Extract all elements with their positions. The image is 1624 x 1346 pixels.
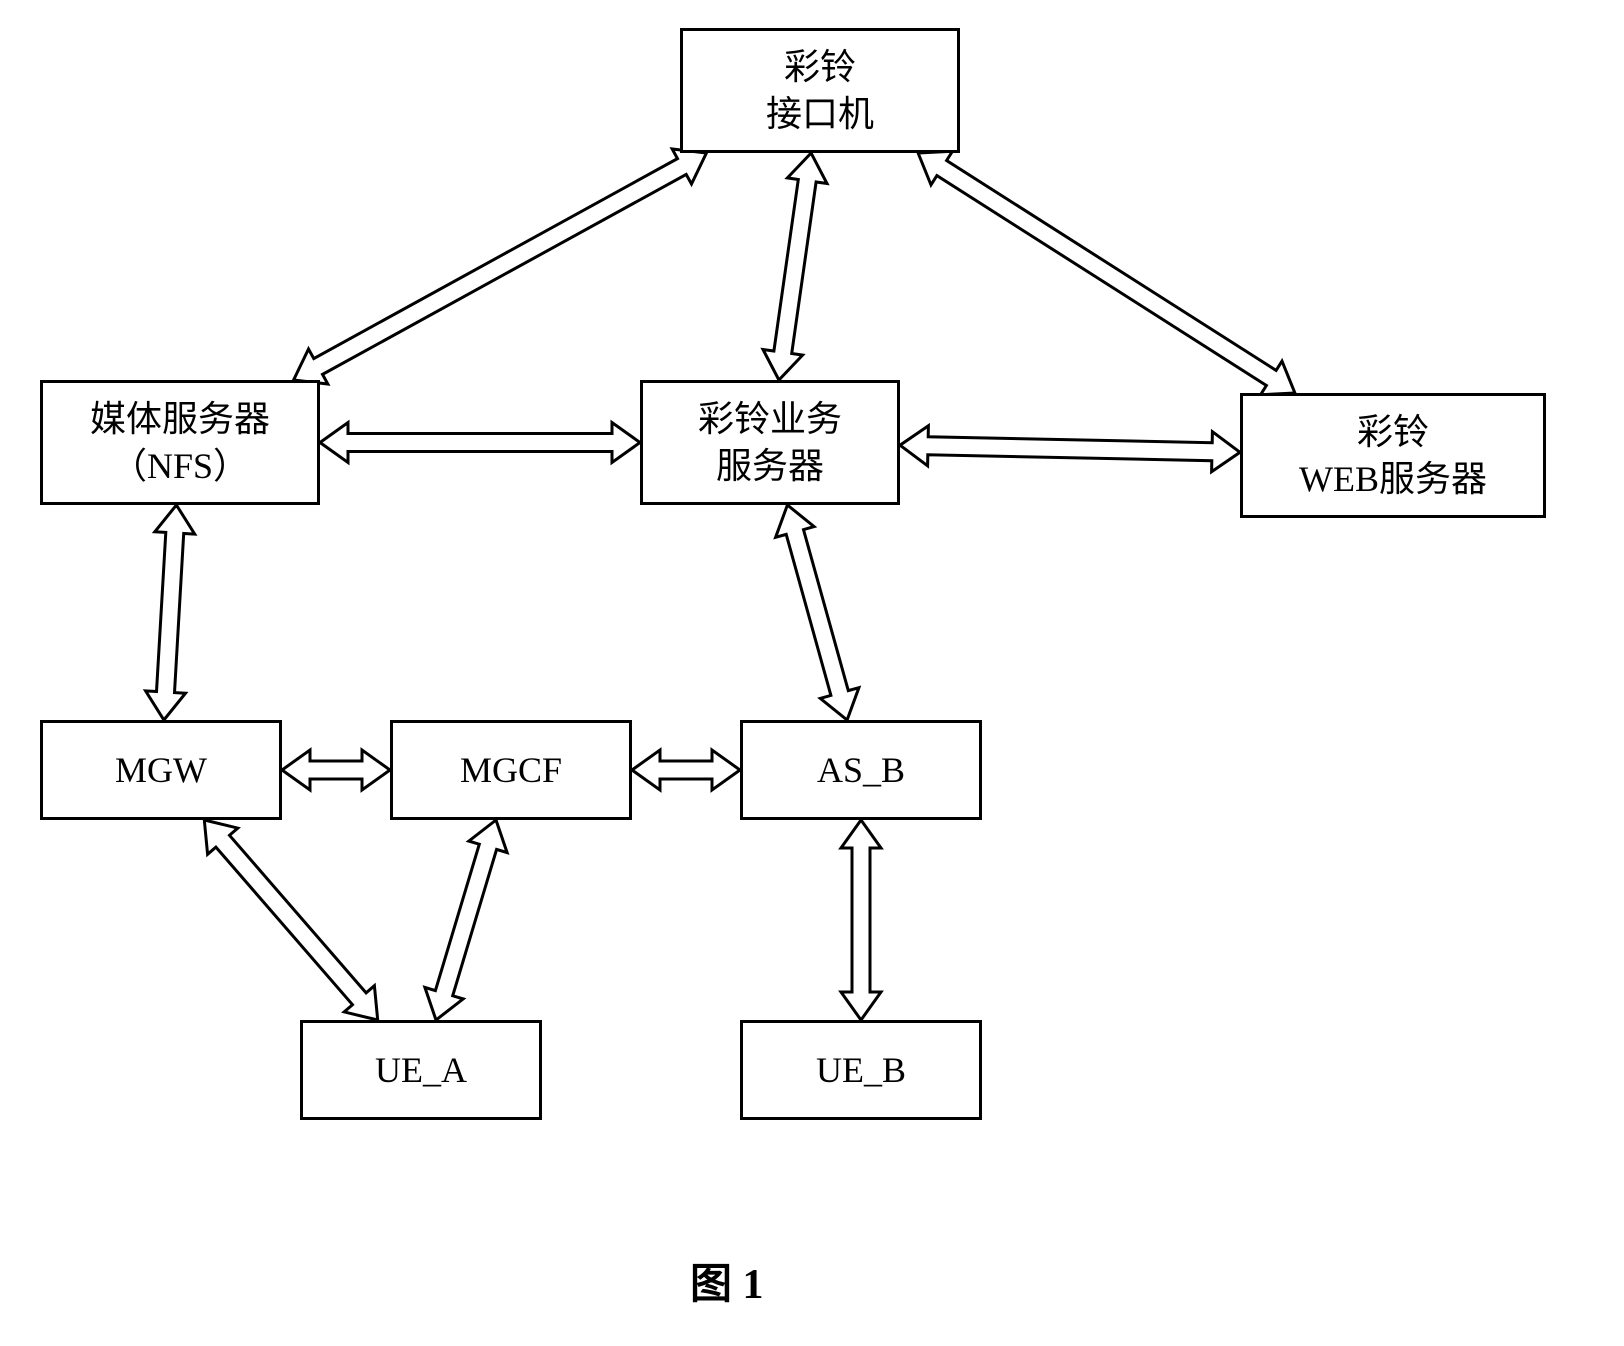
double-arrow [841,820,881,1020]
double-arrow [918,151,1295,395]
node-label: AS_B [817,747,905,794]
node-ue-b: UE_B [740,1020,982,1120]
node-label: 彩铃业务 [698,396,842,443]
double-arrow [776,505,859,720]
double-arrow [204,820,377,1020]
double-arrow [632,750,740,790]
node-label: 彩铃 [784,44,856,91]
double-arrow [282,750,390,790]
node-mgw: MGW [40,720,282,820]
double-arrow [294,149,707,384]
node-media-server: 媒体服务器 （NFS） [40,380,320,505]
double-arrow [146,505,195,720]
double-arrow [763,153,827,380]
double-arrow [425,820,507,1020]
node-label: MGW [115,747,207,794]
node-mgcf: MGCF [390,720,632,820]
figure-caption: 图 1 [690,1250,764,1311]
node-ringtone-service-server: 彩铃业务 服务器 [640,380,900,505]
node-label: UE_B [816,1047,906,1094]
node-label: WEB服务器 [1299,456,1487,503]
node-label: 彩铃 [1357,409,1429,456]
node-label: MGCF [460,747,562,794]
double-arrow [320,423,640,463]
arrows-layer [0,0,1624,1346]
node-label: 媒体服务器 [90,396,270,443]
double-arrow [900,426,1240,472]
node-ringtone-web-server: 彩铃 WEB服务器 [1240,393,1546,518]
node-label: （NFS） [111,443,249,490]
node-as-b: AS_B [740,720,982,820]
diagram-container: 彩铃 接口机 媒体服务器 （NFS） 彩铃业务 服务器 彩铃 WEB服务器 MG… [0,0,1624,1346]
node-ue-a: UE_A [300,1020,542,1120]
node-label: UE_A [375,1047,467,1094]
node-label: 服务器 [716,443,824,490]
node-ringtone-interface: 彩铃 接口机 [680,28,960,153]
node-label: 接口机 [766,91,874,138]
